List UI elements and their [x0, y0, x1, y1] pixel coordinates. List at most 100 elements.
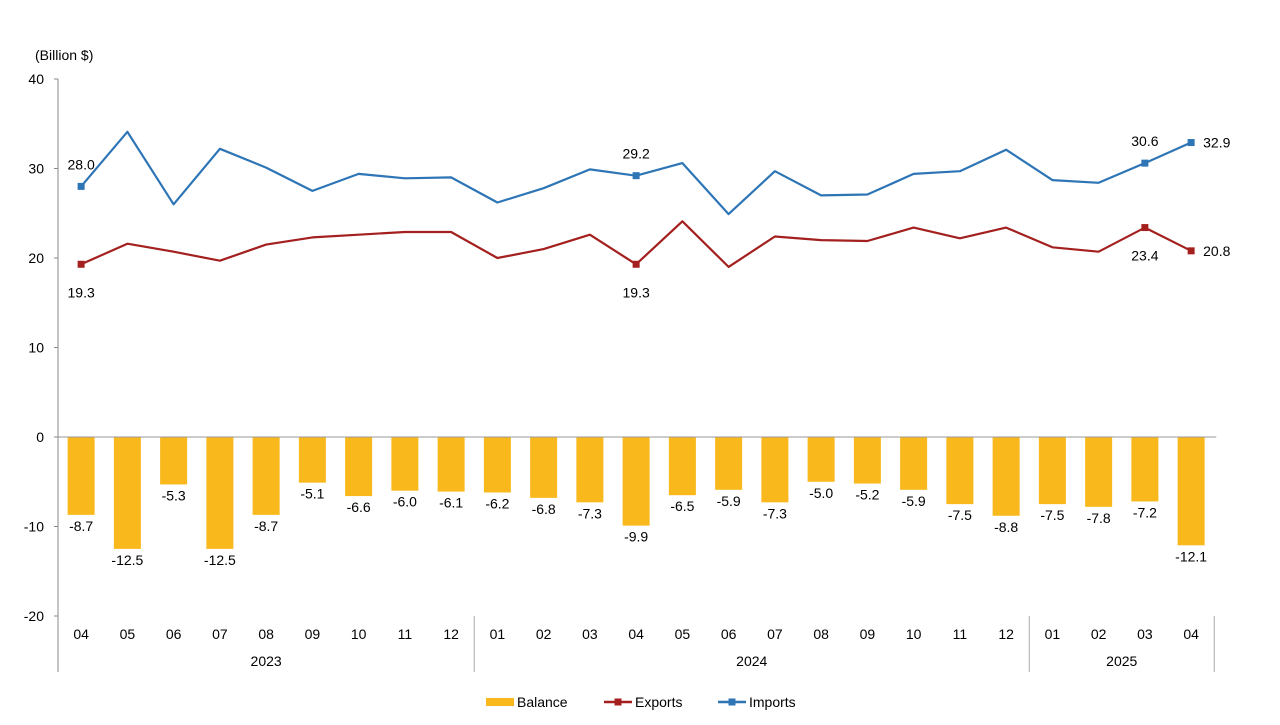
balance-data-label: -5.3 [162, 487, 186, 503]
imports-data-label: 32.9 [1203, 135, 1230, 151]
balance-bar [206, 437, 234, 549]
x-tick-label: 11 [953, 626, 968, 642]
line-series: 19.3 19.3 23.4 20.8 28.0 29.2 30.6 32.9 [68, 130, 1231, 300]
exports-marker [1141, 224, 1149, 232]
balance-bar [298, 437, 326, 483]
balance-data-label: -6.0 [393, 494, 417, 510]
exports-marker [77, 260, 85, 268]
x-tick-label: 09 [860, 626, 876, 642]
balance-data-label: -9.9 [624, 529, 648, 545]
balance-data-label: -6.8 [532, 501, 556, 517]
balance-data-label: -6.2 [485, 495, 509, 511]
x-tick-label: 06 [166, 626, 182, 642]
balance-data-label: -12.1 [1175, 548, 1207, 564]
x-tick-label: 01 [490, 626, 506, 642]
balance-bar [622, 437, 650, 526]
x-tick-label: 09 [305, 626, 321, 642]
balance-data-label: -5.2 [855, 487, 879, 503]
legend-marker-imports [728, 698, 736, 706]
balance-data-label: -7.3 [578, 505, 602, 521]
balance-bar [1038, 437, 1066, 505]
exports-marker [632, 260, 640, 268]
balance-bar [530, 437, 558, 498]
balance-bar [900, 437, 928, 490]
x-tick-label: 10 [906, 626, 922, 642]
balance-bar [1177, 437, 1205, 546]
x-tick-label: 03 [582, 626, 598, 642]
balance-data-label: -7.8 [1087, 510, 1111, 526]
balance-data-label: -8.7 [254, 518, 278, 534]
exports-line [80, 220, 1192, 268]
imports-data-label: 30.6 [1131, 133, 1158, 149]
x-tick-label: 07 [212, 626, 228, 642]
balance-data-label: -8.7 [69, 518, 93, 534]
imports-marker [632, 172, 640, 180]
y-tick-label: 20 [28, 250, 44, 266]
exports-marker [1187, 247, 1195, 255]
balance-bar [437, 437, 465, 492]
balance-bar [483, 437, 511, 493]
unit-label: (Billion $) [35, 47, 93, 63]
x-tick-label: 07 [767, 626, 783, 642]
balance-data-label: -7.2 [1133, 504, 1157, 520]
balance-bar [160, 437, 188, 485]
y-tick-label: -10 [24, 519, 44, 535]
y-tick-label: 0 [36, 429, 44, 445]
balance-data-label: -12.5 [111, 552, 143, 568]
balance-data-label: -5.0 [809, 485, 833, 501]
x-tick-label: 11 [398, 626, 413, 642]
balance-data-label: -6.6 [347, 499, 371, 515]
x-tick-label: 02 [1091, 626, 1107, 642]
x-tick-label: 12 [443, 626, 459, 642]
balance-bar [345, 437, 373, 497]
imports-marker [77, 182, 85, 190]
y-axis: -20 -10 0 10 20 30 40 [24, 71, 59, 672]
legend-label-exports: Exports [635, 694, 682, 710]
y-tick-label: 30 [28, 161, 44, 177]
x-tick-label: 06 [721, 626, 737, 642]
imports-data-label: 28.0 [68, 156, 95, 172]
y-tick-label: 10 [28, 340, 44, 356]
legend-marker-exports [614, 698, 622, 706]
imports-data-label: 29.2 [623, 146, 650, 162]
legend: Balance Exports Imports [486, 694, 796, 710]
balance-data-label: -12.5 [204, 552, 236, 568]
imports-marker [1187, 139, 1195, 147]
x-tick-label: 10 [351, 626, 367, 642]
x-tick-label: 04 [1183, 626, 1199, 642]
balance-bars: -8.7 -12.5 -5.3 -12.5 -8.7 -5.1 -6.6 -6.0 -6.1 -6… [58, 436, 1217, 568]
balance-data-label: -5.1 [300, 486, 324, 502]
imports-marker [1141, 159, 1149, 167]
legend-label-balance: Balance [517, 694, 568, 710]
exports-data-label: 19.3 [623, 284, 650, 300]
x-tick-label: 05 [120, 626, 136, 642]
balance-data-label: -6.1 [439, 495, 463, 511]
balance-data-label: -5.9 [902, 493, 926, 509]
balance-bar [1085, 437, 1113, 507]
balance-bar [391, 437, 419, 491]
y-tick-label: -20 [24, 608, 44, 624]
legend-label-imports: Imports [749, 694, 796, 710]
balance-bar [853, 437, 881, 484]
balance-bar [946, 437, 974, 505]
balance-bar [1131, 437, 1159, 502]
x-tick-label: 04 [628, 626, 644, 642]
balance-data-label: -7.5 [1040, 507, 1064, 523]
x-year-label: 2024 [736, 653, 767, 669]
balance-data-label: -8.8 [994, 519, 1018, 535]
x-tick-label: 01 [1045, 626, 1061, 642]
x-tick-label: 02 [536, 626, 552, 642]
balance-bar [67, 437, 95, 515]
balance-data-label: -6.5 [670, 498, 694, 514]
x-year-label: 2025 [1106, 653, 1137, 669]
exports-data-label: 23.4 [1131, 248, 1158, 264]
balance-bar [807, 437, 835, 482]
x-tick-label: 03 [1137, 626, 1153, 642]
balance-bar [113, 437, 141, 549]
balance-bar [252, 437, 280, 515]
balance-bar [576, 437, 604, 503]
x-tick-label: 08 [258, 626, 274, 642]
exports-data-label: 20.8 [1203, 243, 1230, 259]
x-year-label: 2023 [251, 653, 282, 669]
